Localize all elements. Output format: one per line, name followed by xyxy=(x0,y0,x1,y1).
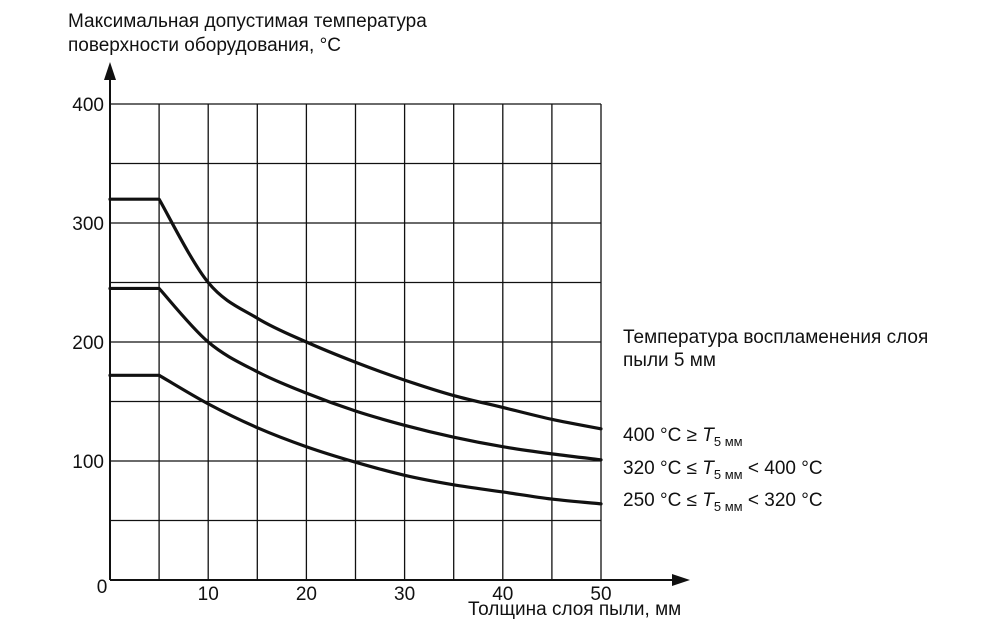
series-label-2-sub: 5 мм xyxy=(713,467,743,482)
origin-label: 0 xyxy=(97,577,108,598)
series-label-1-sub: 5 мм xyxy=(713,434,743,449)
x-tick-label: 50 xyxy=(590,584,611,605)
legend-title-line2: пыли 5 мм xyxy=(623,350,716,371)
series-label-3-suffix: < 320 °С xyxy=(742,490,823,511)
y-axis-label-line1: Максимальная допустимая температура xyxy=(68,11,427,32)
x-tick-label: 40 xyxy=(492,584,513,605)
y-axis-label-line2: поверхности оборудования, °С xyxy=(68,35,341,56)
y-tick-label: 300 xyxy=(72,214,104,235)
x-tick-label: 20 xyxy=(296,584,317,605)
x-axis-label: Толщина слоя пыли, мм xyxy=(468,599,682,620)
series-label-1-prefix: 400 °С ≥ xyxy=(623,425,703,446)
x-tick-label: 10 xyxy=(198,584,219,605)
x-axis-arrow xyxy=(672,574,690,586)
y-tick-label: 100 xyxy=(72,452,104,473)
series-label-3: 250 °С ≤ T5 мм < 320 °С xyxy=(623,489,823,514)
series-label-1-var: T xyxy=(702,425,714,446)
y-tick-label: 400 xyxy=(72,95,104,116)
series-label-3-prefix: 250 °С ≤ xyxy=(623,490,703,511)
series-line-3 xyxy=(108,373,603,506)
series-label-2-prefix: 320 °С ≤ xyxy=(623,458,703,479)
legend-title-line1: Температура воспламенения слоя xyxy=(623,327,929,348)
y-tick-label: 200 xyxy=(72,333,104,354)
axes xyxy=(104,62,690,586)
series-curves xyxy=(108,197,603,506)
series-label-3-sub: 5 мм xyxy=(713,499,743,514)
series-label-2-var: T xyxy=(702,458,714,479)
series-label-3-var: T xyxy=(702,490,714,511)
y-axis-arrow xyxy=(104,62,116,80)
x-tick-label: 30 xyxy=(394,584,415,605)
series-label-2: 320 °С ≤ T5 мм < 400 °С xyxy=(623,457,823,482)
series-label-1: 400 °С ≥ T5 мм xyxy=(623,424,743,449)
grid-lines xyxy=(110,103,602,580)
series-label-2-suffix: < 400 °С xyxy=(742,458,823,479)
tick-labels: 400 300 200 100 10 20 30 40 50 0 xyxy=(72,95,611,605)
series-line-1 xyxy=(108,197,603,431)
series-line-2 xyxy=(108,286,603,462)
